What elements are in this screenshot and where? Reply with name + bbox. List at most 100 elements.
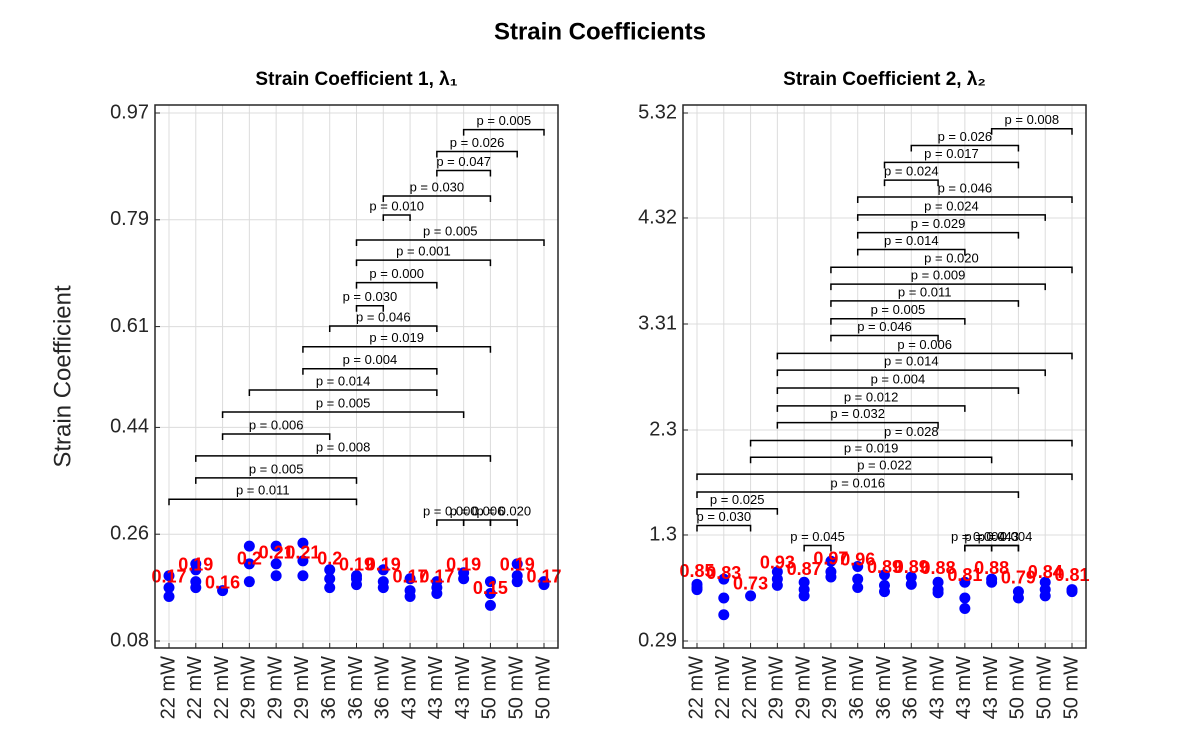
mean-label: 0.21 bbox=[259, 543, 294, 563]
x-tick-label: 50 mW bbox=[1033, 656, 1055, 719]
significance-bracket bbox=[990, 544, 1020, 552]
data-point bbox=[718, 592, 730, 604]
p-value-label: p = 0.004 bbox=[978, 529, 1033, 544]
data-point bbox=[324, 564, 336, 576]
x-tick-label: 50 mW bbox=[505, 656, 527, 719]
data-point bbox=[190, 564, 202, 576]
mean-label: 0.79 bbox=[1001, 567, 1036, 587]
data-point bbox=[324, 573, 336, 585]
data-point bbox=[959, 602, 971, 614]
significance-bracket bbox=[749, 456, 993, 464]
significance-bracket bbox=[248, 389, 438, 397]
data-point bbox=[163, 582, 175, 594]
p-value-label: p = 0.005 bbox=[423, 223, 478, 238]
data-point bbox=[825, 571, 837, 583]
data-point bbox=[959, 592, 971, 604]
significance-bracket bbox=[221, 433, 331, 440]
mean-label: 0.19 bbox=[178, 554, 213, 574]
y-tick-label: 1.3 bbox=[649, 523, 677, 545]
data-point bbox=[771, 579, 783, 591]
p-value-label: p = 0.014 bbox=[884, 354, 939, 369]
x-tick-label: 22 mW bbox=[712, 656, 734, 719]
data-point bbox=[852, 581, 864, 593]
x-tick-label: 22 mW bbox=[157, 656, 179, 719]
p-value-label: p = 0.029 bbox=[911, 216, 966, 231]
p-value-label: p = 0.032 bbox=[830, 406, 885, 421]
p-value-label: p = 0.005 bbox=[249, 461, 304, 476]
figure-title: Strain Coefficients bbox=[494, 18, 706, 45]
p-value-label: p = 0.012 bbox=[844, 389, 899, 404]
significance-bracket bbox=[696, 524, 752, 532]
p-value-label: p = 0.046 bbox=[356, 309, 411, 324]
significance-bracket bbox=[749, 439, 1073, 447]
data-point bbox=[745, 590, 757, 602]
p-value-label: p = 0.011 bbox=[236, 483, 290, 498]
y-axis-label: Strain Coefficient bbox=[49, 285, 76, 468]
data-point bbox=[852, 573, 864, 585]
p-value-label: p = 0.024 bbox=[884, 164, 939, 179]
x-tick-label: 36 mW bbox=[318, 656, 340, 719]
p-value-label: p = 0.024 bbox=[924, 198, 979, 213]
data-point bbox=[879, 569, 890, 581]
mean-label: 0.15 bbox=[473, 578, 508, 598]
p-value-label: p = 0.011 bbox=[898, 284, 952, 299]
data-point bbox=[798, 590, 810, 602]
data-point bbox=[377, 582, 389, 594]
data-point bbox=[1039, 590, 1051, 602]
p-value-label: p = 0.030 bbox=[343, 289, 398, 304]
data-point bbox=[270, 558, 282, 570]
p-value-label: p = 0.001 bbox=[396, 244, 451, 259]
data-point bbox=[243, 558, 255, 570]
data-point bbox=[163, 570, 175, 582]
mean-label: 0.17 bbox=[526, 566, 561, 586]
x-tick-label: 36 mW bbox=[345, 656, 367, 719]
mean-label: 0.21 bbox=[285, 543, 320, 563]
significance-bracket bbox=[830, 266, 1073, 274]
data-point bbox=[243, 576, 255, 588]
significance-bracket bbox=[436, 169, 492, 177]
p-value-label: p = 0.016 bbox=[830, 475, 885, 490]
x-tick-label: 22 mW bbox=[184, 656, 206, 719]
significance-bracket bbox=[462, 128, 545, 136]
y-tick-label: 0.29 bbox=[638, 629, 677, 651]
significance-bracket bbox=[830, 317, 966, 325]
data-point bbox=[484, 588, 496, 600]
p-value-label: p = 0.010 bbox=[369, 198, 424, 213]
mean-label: 0.89 bbox=[867, 557, 902, 577]
p-value-label: p = 0.005 bbox=[316, 395, 371, 410]
significance-bracket bbox=[168, 498, 358, 506]
mean-label: 0.17 bbox=[419, 566, 454, 586]
mean-label: 0.17 bbox=[393, 566, 428, 586]
significance-bracket bbox=[489, 519, 518, 526]
x-tick-label: 43 mW bbox=[398, 656, 420, 719]
mean-label: 0.19 bbox=[366, 554, 401, 574]
x-tick-label: 43 mW bbox=[452, 656, 474, 719]
x-tick-label: 22 mW bbox=[211, 656, 233, 719]
x-tick-label: 36 mW bbox=[372, 656, 394, 719]
x-tick-label: 50 mW bbox=[1060, 656, 1082, 719]
data-point bbox=[691, 584, 703, 596]
data-point bbox=[1012, 592, 1024, 604]
p-value-label: p = 0.047 bbox=[436, 154, 491, 169]
mean-label: 0.87 bbox=[787, 559, 822, 579]
significance-bracket bbox=[856, 214, 1046, 221]
p-value-label: p = 0.046 bbox=[857, 319, 912, 334]
data-point bbox=[190, 582, 202, 594]
data-point bbox=[879, 586, 890, 598]
significance-bracket bbox=[195, 477, 358, 484]
significance-bracket bbox=[221, 411, 465, 419]
data-point bbox=[538, 579, 550, 591]
data-point bbox=[297, 570, 309, 582]
mean-label: 0.2 bbox=[317, 549, 342, 569]
p-value-label: p = 0.026 bbox=[938, 129, 993, 144]
significance-bracket bbox=[776, 352, 1073, 360]
data-point bbox=[959, 576, 971, 588]
significance-bracket bbox=[195, 455, 492, 462]
x-tick-label: 36 mW bbox=[846, 656, 868, 719]
mean-label: 0.84 bbox=[1028, 562, 1063, 582]
significance-bracket bbox=[883, 161, 1020, 169]
x-tick-label: 43 mW bbox=[953, 656, 975, 719]
significance-bracket bbox=[990, 127, 1073, 135]
p-value-label: p = 0.008 bbox=[316, 439, 371, 454]
data-point bbox=[511, 576, 523, 588]
